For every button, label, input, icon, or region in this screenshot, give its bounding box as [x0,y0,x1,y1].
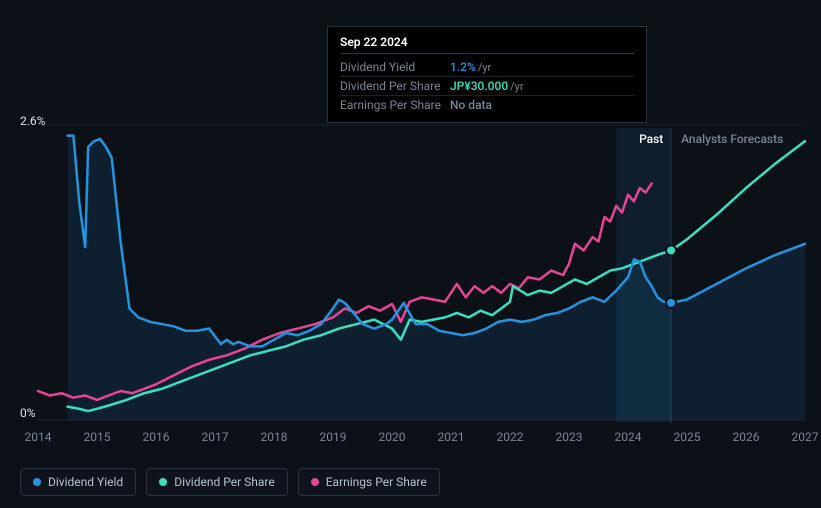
xaxis-tick-label: 2022 [497,430,524,444]
chart-tooltip: Sep 22 2024 Dividend Yield1.2%/yrDividen… [327,26,647,123]
tooltip-row-suffix: /yr [478,61,491,74]
legend-item[interactable]: Earnings Per Share [298,468,440,496]
xaxis-tick-label: 2014 [25,430,52,444]
xaxis-tick-label: 2026 [733,430,760,444]
dividend-yield-line-marker [666,298,676,308]
legend-item[interactable]: Dividend Per Share [146,468,288,496]
tooltip-row-label: Earnings Per Share [340,98,450,112]
xaxis-tick-label: 2023 [556,430,583,444]
xaxis-tick-label: 2017 [202,430,229,444]
legend-label: Dividend Per Share [174,475,275,489]
legend-dot [33,478,41,486]
dividend-per-share-line-marker [666,245,676,255]
dividend-yield-area [68,136,806,420]
tooltip-row: Dividend Per ShareJP¥30.000/yr [340,77,634,96]
xaxis-tick-label: 2015 [84,430,111,444]
legend-label: Earnings Per Share [326,475,427,489]
tooltip-row-value: No data [450,98,492,112]
tooltip-date: Sep 22 2024 [340,35,634,54]
legend-item[interactable]: Dividend Yield [20,468,136,496]
xaxis-tick-label: 2024 [615,430,642,444]
tooltip-row-value: JP¥30.000 [450,79,508,93]
legend-label: Dividend Yield [48,475,123,489]
xaxis-tick-label: 2020 [379,430,406,444]
xaxis-tick-label: 2019 [320,430,347,444]
tooltip-row-value: 1.2% [450,60,476,74]
xaxis-tick-label: 2018 [261,430,288,444]
tooltip-row-suffix: /yr [510,80,523,93]
tooltip-row-label: Dividend Per Share [340,79,450,93]
dividend-chart: 2.6% 0% 2014 2015 2016 2017 2018 2019 2020 2021… [0,0,821,508]
legend-dot [159,478,167,486]
tooltip-row: Dividend Yield1.2%/yr [340,58,634,77]
legend-dot [311,478,319,486]
xaxis-tick-label: 2021 [438,430,465,444]
chart-legend: Dividend Yield Dividend Per Share Earnings… [20,468,440,496]
tooltip-row-label: Dividend Yield [340,60,450,74]
yaxis-label-min: 0% [20,406,36,420]
section-label-past: Past [639,132,663,146]
xaxis-tick-label: 2025 [674,430,701,444]
tooltip-row: Earnings Per ShareNo data [340,96,634,114]
xaxis-tick-label: 2016 [143,430,170,444]
xaxis-tick-label: 2027 [792,430,819,444]
section-label-forecast: Analysts Forecasts [681,132,783,146]
yaxis-label-max: 2.6% [20,114,45,128]
